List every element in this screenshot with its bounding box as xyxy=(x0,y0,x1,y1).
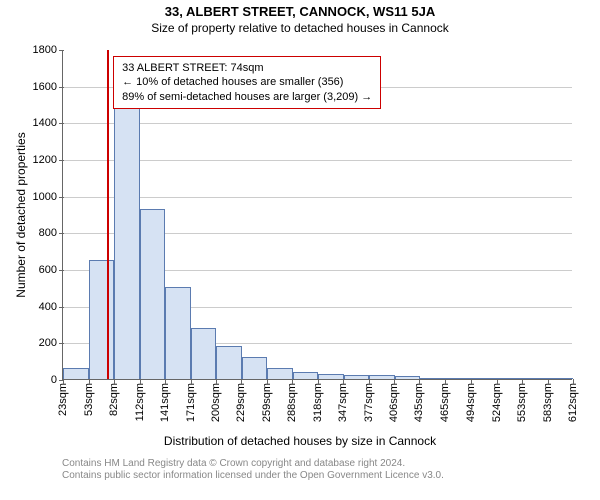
histogram-bar xyxy=(89,260,115,379)
x-tick-label: 494sqm xyxy=(465,379,477,422)
footer-line-2: Contains public sector information licen… xyxy=(62,470,444,481)
x-tick-label: 112sqm xyxy=(134,379,146,421)
x-tick-label: 229sqm xyxy=(235,379,247,422)
x-tick-label: 377sqm xyxy=(363,379,375,422)
chart-subtitle: Size of property relative to detached ho… xyxy=(0,21,600,35)
histogram-bar xyxy=(140,209,166,380)
x-tick-mark xyxy=(394,379,395,384)
x-tick-mark xyxy=(522,379,523,384)
y-tick-label: 1400 xyxy=(33,117,63,129)
x-tick-label: 53sqm xyxy=(83,379,95,416)
plot-area: 02004006008001000120014001600180023sqm53… xyxy=(62,50,572,380)
histogram-bar xyxy=(267,368,293,379)
x-tick-mark xyxy=(369,379,370,384)
x-tick-label: 524sqm xyxy=(491,379,503,422)
histogram-bar xyxy=(242,357,268,379)
x-tick-mark xyxy=(191,379,192,384)
x-tick-label: 612sqm xyxy=(567,379,579,422)
y-tick-label: 1200 xyxy=(33,154,63,166)
x-tick-mark xyxy=(497,379,498,384)
x-tick-label: 23sqm xyxy=(57,379,69,416)
x-tick-label: 406sqm xyxy=(388,379,400,422)
x-tick-mark xyxy=(471,379,472,384)
x-tick-mark xyxy=(241,379,242,384)
histogram-bar xyxy=(293,372,319,379)
annotation-line-2: ← 10% of detached houses are smaller (35… xyxy=(122,75,372,89)
histogram-bar xyxy=(63,368,89,379)
x-tick-label: 465sqm xyxy=(439,379,451,422)
x-tick-mark xyxy=(267,379,268,384)
x-tick-label: 583sqm xyxy=(542,379,554,422)
x-tick-label: 553sqm xyxy=(516,379,528,422)
annotation-box: 33 ALBERT STREET: 74sqm ← 10% of detache… xyxy=(113,56,381,109)
x-tick-mark xyxy=(114,379,115,384)
reference-line xyxy=(107,50,109,379)
x-tick-mark xyxy=(165,379,166,384)
x-tick-mark xyxy=(292,379,293,384)
x-tick-label: 141sqm xyxy=(159,379,171,422)
histogram-bar xyxy=(216,346,242,379)
x-tick-mark xyxy=(140,379,141,384)
y-tick-label: 1600 xyxy=(33,81,63,93)
x-tick-mark xyxy=(63,379,64,384)
y-tick-label: 1800 xyxy=(33,44,63,56)
chart-container: { "title": "33, ALBERT STREET, CANNOCK, … xyxy=(0,0,600,500)
x-tick-mark xyxy=(216,379,217,384)
x-axis-label: Distribution of detached houses by size … xyxy=(0,434,600,448)
annotation-line-3: 89% of semi-detached houses are larger (… xyxy=(122,90,372,104)
histogram-bar xyxy=(114,108,140,379)
y-axis-label: Number of detached properties xyxy=(14,50,28,380)
x-tick-label: 435sqm xyxy=(413,379,425,422)
y-tick-label: 400 xyxy=(39,301,63,313)
x-tick-mark xyxy=(89,379,90,384)
x-tick-mark xyxy=(343,379,344,384)
x-tick-label: 288sqm xyxy=(286,379,298,422)
x-tick-label: 259sqm xyxy=(261,379,273,422)
x-tick-label: 318sqm xyxy=(312,379,324,422)
x-tick-label: 82sqm xyxy=(108,379,120,416)
footer-line-1: Contains HM Land Registry data © Crown c… xyxy=(62,458,405,469)
chart-title: 33, ALBERT STREET, CANNOCK, WS11 5JA xyxy=(0,4,600,19)
y-tick-label: 800 xyxy=(39,227,63,239)
x-tick-label: 347sqm xyxy=(337,379,349,422)
y-tick-label: 200 xyxy=(39,337,63,349)
x-tick-label: 200sqm xyxy=(210,379,222,422)
x-tick-mark xyxy=(548,379,549,384)
y-tick-label: 600 xyxy=(39,264,63,276)
annotation-line-1: 33 ALBERT STREET: 74sqm xyxy=(122,61,372,75)
histogram-bar xyxy=(191,328,217,379)
y-tick-label: 1000 xyxy=(33,191,63,203)
x-tick-label: 171sqm xyxy=(185,379,197,422)
x-tick-mark xyxy=(318,379,319,384)
histogram-bar xyxy=(165,287,191,379)
x-tick-mark xyxy=(419,379,420,384)
x-tick-mark xyxy=(445,379,446,384)
x-tick-mark xyxy=(573,379,574,384)
